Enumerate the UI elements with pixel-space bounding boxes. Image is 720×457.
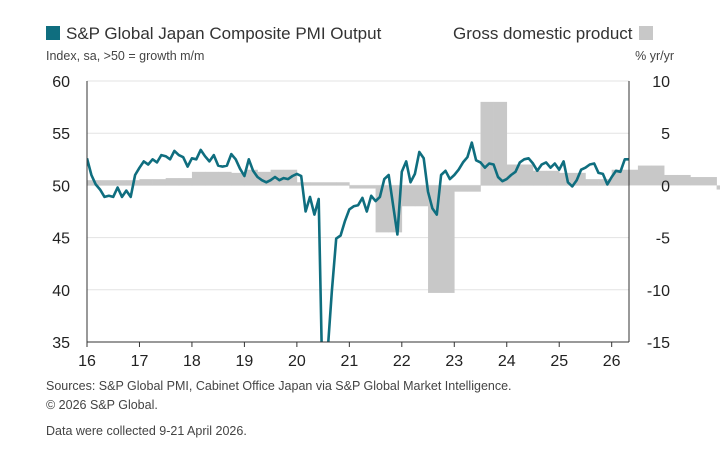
gdp-bar: [218, 171, 232, 186]
x-tick-label: 17: [131, 353, 149, 370]
gdp-bar: [703, 177, 717, 186]
right-tick-label: 0: [661, 178, 670, 195]
x-tick-label: 26: [603, 353, 621, 370]
legend-gdp-swatch: [638, 25, 653, 40]
right-axis-label: % yr/yr: [635, 49, 674, 63]
gdp-bar: [624, 169, 639, 186]
gdp-bar: [323, 182, 337, 186]
gdp-bar: [716, 185, 720, 190]
gdp-bar: [493, 101, 508, 186]
gdp-bar: [585, 179, 599, 186]
left-tick-label: 50: [52, 178, 70, 195]
gdp-bar: [519, 164, 534, 186]
footer-sources: Sources: S&P Global PMI, Cabinet Office …: [46, 379, 512, 393]
axes: [86, 81, 630, 347]
left-tick-label: 45: [52, 231, 70, 248]
gdp-bar: [349, 185, 363, 189]
gdp-bar: [414, 185, 429, 207]
right-tick-label: -10: [647, 283, 670, 300]
gdp-bar: [664, 174, 678, 186]
pmi-line-group: [87, 141, 629, 342]
gdp-bar: [677, 174, 691, 186]
x-tick-label: 19: [236, 353, 254, 370]
gdp-bar: [454, 185, 468, 192]
gdp-bar: [165, 178, 180, 186]
gdp-bar: [100, 180, 114, 186]
gdp-bar: [441, 185, 455, 293]
gdp-bar: [480, 101, 494, 186]
x-tick-label: 22: [393, 353, 411, 370]
x-tick-label: 21: [340, 353, 358, 370]
gridlines: [87, 80, 629, 343]
gdp-bar: [637, 165, 652, 186]
footer-copyright: © 2026 S&P Global.: [46, 398, 158, 412]
legend-gdp-label: Gross domestic product: [453, 24, 633, 43]
gdp-bar: [362, 185, 376, 189]
gdp-bar: [152, 179, 167, 186]
gdp-bar: [296, 182, 311, 186]
gdp-bar: [532, 170, 547, 186]
x-tick-label: 23: [445, 353, 463, 370]
gdp-bar: [651, 165, 665, 186]
gdp-bar: [546, 170, 560, 186]
gdp-bar: [113, 180, 127, 186]
gdp-bar: [401, 185, 416, 207]
pmi-line: [87, 141, 629, 342]
gdp-bar: [139, 179, 153, 186]
x-tick-label: 18: [183, 353, 201, 370]
left-tick-label: 40: [52, 283, 70, 300]
left-tick-label: 55: [52, 126, 70, 143]
x-tick-label: 24: [498, 353, 516, 370]
legend-pmi: S&P Global Japan Composite PMI Output: [46, 24, 381, 44]
legend-gdp: Gross domestic product: [453, 24, 653, 44]
gdp-bar: [178, 178, 193, 186]
left-axis-label: Index, sa, >50 = growth m/m: [46, 49, 205, 63]
gdp-bar: [191, 171, 206, 186]
gdp-bar: [231, 172, 245, 186]
x-tick-label: 16: [78, 353, 96, 370]
x-tick-label: 20: [288, 353, 306, 370]
gdp-bar: [336, 182, 350, 186]
right-tick-label: 10: [652, 74, 670, 91]
legend-pmi-swatch: [46, 25, 60, 40]
x-tick-label: 25: [550, 353, 568, 370]
gdp-bar: [690, 177, 704, 186]
gdp-bar: [205, 171, 219, 186]
gdp-bar: [309, 182, 324, 186]
gdp-bars: [87, 101, 720, 293]
right-tick-label: -15: [647, 335, 670, 352]
right-tick-label: -5: [656, 231, 670, 248]
left-tick-label: 35: [52, 335, 70, 352]
legend-pmi-label: S&P Global Japan Composite PMI Output: [66, 24, 382, 43]
footer-collected: Data were collected 9-21 April 2026.: [46, 424, 247, 438]
right-tick-label: 5: [661, 126, 670, 143]
gdp-bar: [467, 185, 481, 192]
left-tick-label: 60: [52, 74, 70, 91]
